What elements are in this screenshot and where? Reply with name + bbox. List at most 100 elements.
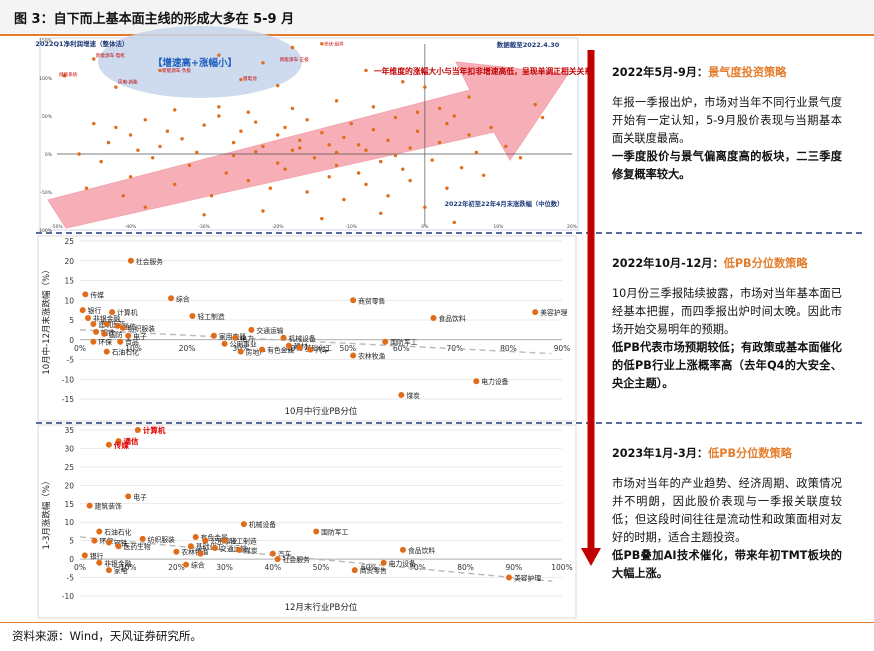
chart3-point-label: 银行 [90,551,104,560]
chart2-y-tick-label: 10 [64,296,74,305]
chart3-point [211,545,218,552]
chart1-point [371,127,376,132]
chart1-point [334,163,339,168]
chart1-point [408,178,412,183]
chart1-point [276,161,280,165]
chart1-ellipse-label: 【增速高+涨幅小】 [153,57,237,69]
chart3-point-label: 计算机 [143,425,166,435]
chart1-point [452,114,456,118]
chart3-point-label: 机械设备 [249,520,276,529]
chart2-point-label: 轻工制造 [197,312,224,321]
chart3-x-tick-label: 30% [216,563,233,572]
chart2-point-label: 农林牧渔 [358,352,385,361]
chart2-point [232,334,239,341]
chart2-point-label: 银行 [88,306,102,315]
chart2-point-label: 环保 [98,338,112,347]
chart-2022q1: 150%100%50%0%-50%-100%-50% -40% -30% -20% -1… [35,26,592,234]
chart1-point [356,143,361,147]
chart1-highlight-ellipse [98,26,302,98]
chart3-point-label: 有色金属 [201,533,228,542]
chart2-x-tick-label: 20% [179,344,196,353]
chart1-point [246,110,250,114]
chart1-point [114,85,118,89]
chart2-point-label: 汽车 [315,346,329,355]
chart2-point-label: 电子 [133,332,147,341]
chart3-point [115,438,122,445]
chart1-point [298,146,302,150]
chart2-point [114,322,121,329]
chart2-point-label: 交通运输 [256,326,283,335]
chart-jan-mar: 35 30 25 20 15 10 5 0 -5 -10 0% 10% 20% 30% 40% 50% 60% 7… [37,424,577,619]
chart1-point [217,114,221,118]
chart3-point [221,537,228,544]
panel-1-conclusion: 一季度股价与景气偏离度高的板块，二三季度修复概率较大。 [612,150,842,181]
chart3-point [240,521,247,528]
chart3-point-label: 电子 [133,492,147,501]
chart2-point-label: 综合 [176,294,190,303]
chart1-trend-arrow [47,61,569,229]
chart1-point [393,115,398,120]
chart2-y-tick-label: 20 [64,257,74,266]
chart2-frame [37,235,577,422]
chart3-x-tick-label: 70% [409,563,426,572]
panel-3-period: 2023年1月-3月： [612,447,709,460]
chart2-point-label: 石油石化 [112,348,139,357]
chart2-point [430,315,437,322]
panel-1-paragraph: 年报一季报出炉，市场对当年不同行业景气度开始有一定认知，5-9月股价表现与当期基… [612,96,842,145]
source-note: 资料来源：Wind，天风证券研究所。 [12,629,202,643]
chart2-point [90,320,97,327]
chart3-point-label: 纺织服装 [148,535,175,544]
panel-2-heading: 2022年10月-12月：低PB分位数策略 [612,255,842,273]
chart1-point [423,85,427,89]
chart2-point-label: 非银金融 [93,314,120,323]
chart1-point [290,45,295,50]
chart2-point-label: 公用事业 [230,340,257,349]
chart2-point-label: 传媒 [90,290,104,299]
chart1-point [437,106,442,111]
chart3-point [173,548,180,555]
chart1-highlight-label: 储能系统 [59,71,78,78]
chart1-point [276,133,280,137]
chart2-point [350,352,357,359]
chart1-point [430,158,434,162]
chart1-point [121,194,125,198]
chart2-x-tick-label: 60% [393,344,410,353]
chart1-point [459,165,464,170]
chart2-point [382,338,389,345]
chart1-point [253,120,258,124]
chart1-y-tick-label: 0% [45,152,53,158]
chart3-point-label: 农林牧渔 [181,548,208,557]
chart3-point-label: 国防军工 [321,527,348,536]
chart3-point-label: 医药生物 [124,542,151,551]
chart2-point-label: 房地产 [246,348,267,357]
chart2-y-tick-label: 25 [64,237,74,246]
chart3-point [96,528,103,535]
chart1-y-tick-label: -50% [40,190,52,196]
chart2-point-label: 计算机 [117,308,138,317]
chart1-point [371,105,376,109]
chart1-point [173,182,177,187]
chart1-point [386,194,390,198]
chart3-point [115,543,122,550]
chart2-point [280,334,287,341]
chart2-point [532,309,539,316]
chart1-x-axis-title: 2022年初至22年4月末涨跌幅（中位数） [445,199,564,208]
chart2-x-tick-label: 40% [286,344,303,353]
panel-3-heading: 2023年1月-3月：低PB分位数策略 [612,445,842,463]
chart1-y-axis-title: 2022Q1净利润增速（整体法） [35,39,128,48]
chart3-point [86,502,93,509]
chart3-y-axis-title: 1-3月涨跌幅（%） [41,477,52,550]
chart1-point [312,156,317,160]
chart2-point [90,338,97,345]
chart1-x-tick-label: 0% [421,224,429,230]
chart2-point [237,348,244,355]
chart1-point [217,53,221,57]
chart2-y-tick-label: 15 [64,277,74,286]
chart3-point-label: 非银金融 [104,559,131,568]
chart2-y-axis-title: 10月中-12月末涨跌幅（%） [41,265,52,374]
chart1-point [445,186,449,190]
chart3-point-label: 社会服务 [283,555,310,564]
chart2-point [221,340,228,347]
chart3-x-tick-label: 80% [457,563,474,572]
chart1-point [283,125,287,130]
